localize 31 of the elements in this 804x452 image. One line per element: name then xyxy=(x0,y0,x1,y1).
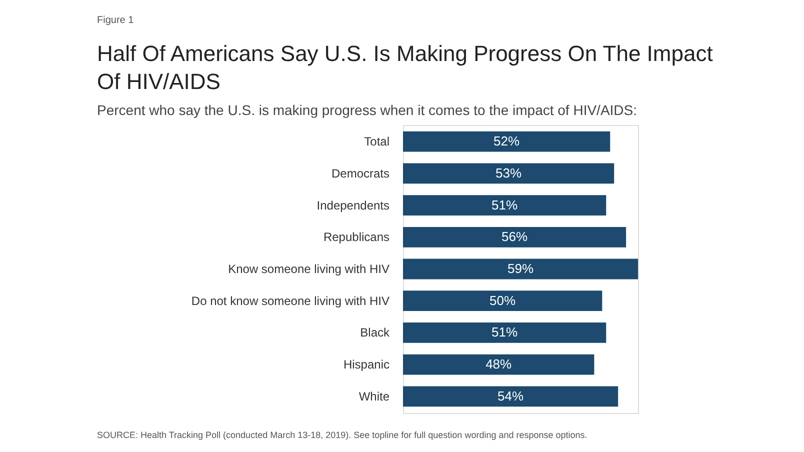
bar xyxy=(403,354,594,375)
y-tick-label: Hispanic xyxy=(343,358,390,372)
data-label: 51% xyxy=(492,324,518,340)
bar xyxy=(403,195,606,216)
y-tick-label: Black xyxy=(360,326,390,340)
bar xyxy=(403,226,626,248)
y-tick-label: White xyxy=(358,389,390,404)
y-tick-label: Democrats xyxy=(331,166,390,180)
y-tick-label: Do not know someone living with HIV xyxy=(191,294,390,308)
y-tick-label: Republicans xyxy=(323,230,390,244)
data-label: 56% xyxy=(502,229,528,244)
data-label: 53% xyxy=(496,165,522,180)
bar xyxy=(403,163,614,184)
data-label: 59% xyxy=(507,261,534,276)
y-tick-label: Know someone living with HIV xyxy=(228,262,390,276)
bar xyxy=(403,386,618,407)
data-label: 50% xyxy=(490,292,516,308)
data-label: 51% xyxy=(492,197,518,212)
y-tick-label: Independents xyxy=(316,198,390,212)
caption: Figure 1 xyxy=(97,15,134,26)
source-note: SOURCE: Health Tracking Poll (conducted March 13-18, 2019). See topline for full question wording and response options. xyxy=(97,430,588,440)
y-tick-label: Total xyxy=(364,134,390,149)
chart-title: Half Of Americans Say U.S. Is Making Progress On The Impact Of HIV/AIDS xyxy=(97,41,713,94)
chart-subtitle: Percent who say the U.S. is making progress when it comes to the impact of HIV/AIDS: xyxy=(97,102,638,118)
data-label: 48% xyxy=(486,356,512,372)
bar xyxy=(403,322,606,343)
data-label: 52% xyxy=(494,134,520,149)
bar xyxy=(403,131,610,152)
data-label: 54% xyxy=(498,388,524,404)
bar xyxy=(403,258,638,280)
bar xyxy=(403,290,602,312)
